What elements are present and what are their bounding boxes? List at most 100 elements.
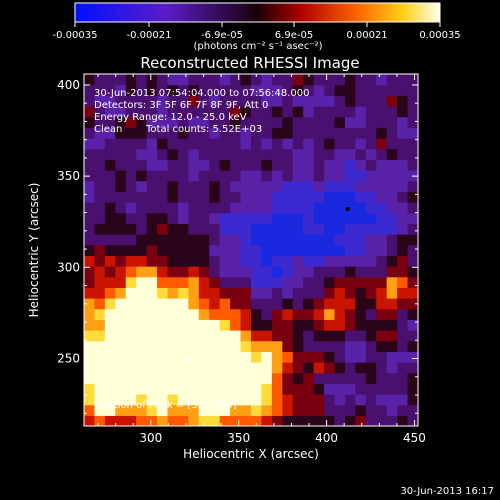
heatmap-cell [136,234,148,246]
heatmap-cell [146,244,158,256]
heatmap-cell [240,138,252,150]
heatmap-cell [303,127,315,139]
heatmap-cell [198,191,210,203]
heatmap-cell [230,127,242,139]
heatmap-cell [303,404,315,416]
heatmap-cell [209,362,221,374]
heatmap-cell [136,74,148,86]
heatmap-cell [240,372,252,384]
heatmap-cell [376,330,388,342]
heatmap-cell [355,266,367,278]
heatmap-cell [157,159,169,171]
heatmap-cell [365,127,377,139]
heatmap-cell [136,223,148,235]
heatmap-cell [261,362,273,374]
heatmap-cell [84,298,96,310]
heatmap-cell [261,287,273,299]
heatmap-cell [407,148,418,160]
heatmap-cell [167,148,179,160]
colorbar-unit-label: (photons cm⁻² s⁻¹ asec⁻²) [193,41,322,52]
heatmap-cell [146,308,158,320]
heatmap-cell [303,212,315,224]
heatmap-cell [397,404,409,416]
heatmap-cell [292,148,304,160]
heatmap-cell [136,138,148,150]
heatmap-cell [303,223,315,235]
heatmap-cell [157,127,169,139]
heatmap-cell [261,340,273,352]
heatmap-cell [240,298,252,310]
heatmap-cell [334,372,346,384]
heatmap-cell [115,138,127,150]
heatmap-cell [313,276,325,288]
heatmap-cell [188,308,200,320]
heatmap-cell [136,170,148,182]
heatmap-cell [334,298,346,310]
heatmap-cell [397,180,409,192]
heatmap-cell [313,394,325,406]
heatmap-cell [188,372,200,384]
heatmap-cell [261,383,273,395]
heatmap-cell [376,362,388,374]
heatmap-cell [209,415,221,426]
heatmap-cell [282,138,294,150]
heatmap-cell [115,202,127,214]
heatmap-cell [344,84,356,96]
heatmap-cell [209,223,221,235]
heatmap-cell [177,180,189,192]
heatmap-cell [271,415,283,426]
heatmap-cell [397,287,409,299]
heatmap-cell [397,319,409,331]
heatmap-cell [146,372,158,384]
heatmap-cell [271,404,283,416]
heatmap-cell [324,212,336,224]
heatmap-cell [271,212,283,224]
heatmap-cell [198,148,210,160]
heatmap-cell [344,266,356,278]
heatmap-cell [355,170,367,182]
heatmap-cell [251,106,263,118]
heatmap-cell [167,298,179,310]
heatmap-cell [157,351,169,363]
heatmap-cell [157,180,169,192]
heatmap-cell [365,180,377,192]
heatmap-cell [261,74,273,86]
heatmap-cell [167,394,179,406]
heatmap-cell [125,138,137,150]
heatmap-cell [136,340,148,352]
heatmap-cell [324,159,336,171]
heatmap-cell [104,191,116,203]
heatmap-cell [376,138,388,150]
heatmap-cell [334,276,346,288]
heatmap-cell [198,372,210,384]
heatmap-cell [397,255,409,267]
heatmap-cell [251,74,263,86]
heatmap-cell [84,372,96,384]
heatmap-cell [94,138,106,150]
heatmap-cell [146,74,158,86]
heatmap-cell [157,330,169,342]
heatmap-cell [303,340,315,352]
heatmap-cell [136,148,148,160]
heatmap-cell [282,266,294,278]
heatmap-cell [115,308,127,320]
heatmap-cell [344,308,356,320]
heatmap-cell [271,255,283,267]
heatmap-cell [407,415,418,426]
heatmap-cell [177,223,189,235]
heatmap-cell [219,148,231,160]
heatmap-cell [240,159,252,171]
heatmap-cell [240,191,252,203]
heatmap-cell [386,266,398,278]
heatmap-cell [324,74,336,86]
heatmap-cell [251,234,263,246]
heatmap-cell [125,266,137,278]
heatmap-cell [198,223,210,235]
heatmap-cell [240,84,252,96]
heatmap-cell [261,127,273,139]
heatmap-cell [334,159,346,171]
heatmap-cell [94,308,106,320]
x-tick-label: 400 [315,431,338,445]
heatmap-cell [334,74,346,86]
